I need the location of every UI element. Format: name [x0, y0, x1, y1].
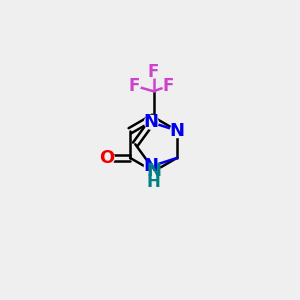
Text: N: N — [144, 113, 159, 131]
Circle shape — [170, 124, 184, 138]
Text: F: F — [148, 63, 159, 81]
Text: H: H — [147, 173, 160, 191]
Circle shape — [129, 80, 140, 92]
Circle shape — [148, 67, 159, 78]
Text: N: N — [144, 157, 159, 175]
Text: F: F — [129, 77, 140, 95]
Circle shape — [148, 177, 159, 188]
Text: F: F — [163, 77, 174, 95]
Circle shape — [144, 116, 158, 129]
Circle shape — [163, 80, 174, 92]
Text: N: N — [146, 163, 161, 181]
Text: N: N — [169, 122, 184, 140]
Circle shape — [100, 150, 114, 165]
Circle shape — [144, 159, 158, 173]
Text: O: O — [99, 149, 115, 167]
Circle shape — [147, 165, 160, 178]
